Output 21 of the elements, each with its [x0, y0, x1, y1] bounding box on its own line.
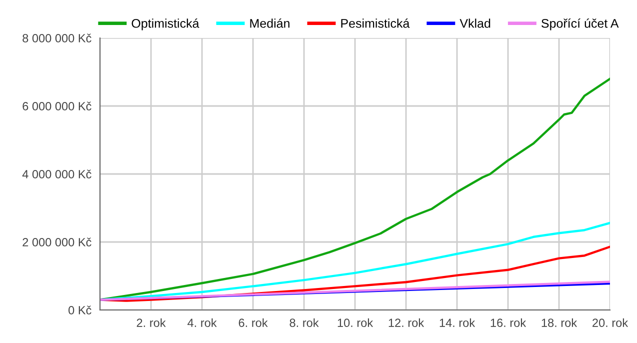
x-tick-label: 10. rok — [338, 318, 374, 328]
y-tick-label: 2 000 000 Kč — [22, 238, 92, 246]
legend-label: Medián — [250, 18, 290, 28]
legend-label: Spořící účet A — [542, 18, 619, 30]
x-tick-label: 2. rok — [136, 318, 166, 328]
y-tick-label: 8 000 000 Kč — [22, 34, 92, 42]
legend-label: Optimistická — [132, 18, 200, 30]
line-series — [100, 78, 610, 301]
x-tick-label: 6. rok — [238, 318, 268, 328]
x-tick-label: 8. rok — [290, 318, 319, 328]
y-tick-label: 4 000 000 Kč — [22, 170, 92, 178]
x-tick-label: 18. rok — [542, 318, 578, 328]
legend-label: Pesimistická — [341, 18, 410, 28]
x-tick-label: 20. rok — [592, 318, 628, 328]
x-tick-label: 14. rok — [440, 318, 476, 328]
legend-label: Vklad — [460, 18, 490, 28]
y-tick-label: 0 Kč — [68, 306, 92, 314]
x-tick-label: 16. rok — [490, 318, 526, 328]
x-tick-label: 4. rok — [188, 318, 217, 328]
y-tick-label: 6 000 000 Kč — [22, 102, 92, 110]
x-tick-label: 12. rok — [388, 318, 424, 328]
